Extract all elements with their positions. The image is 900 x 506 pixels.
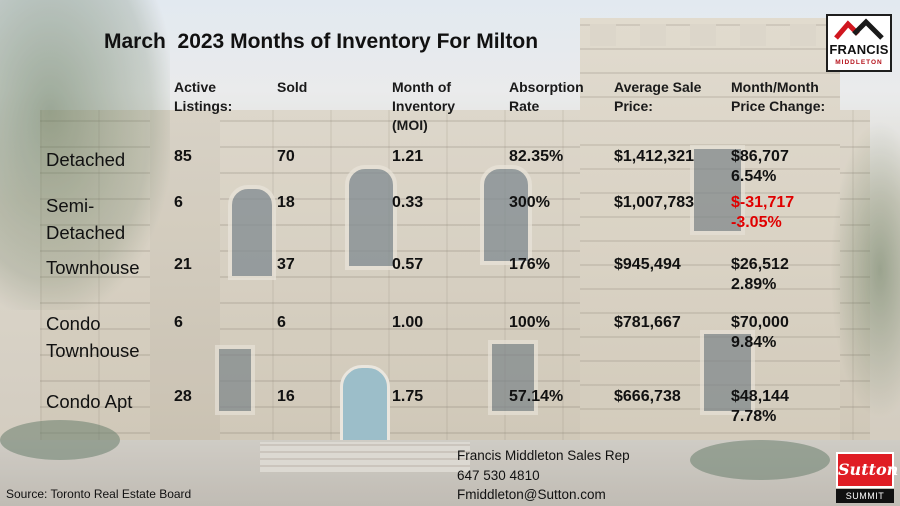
cell-moi: 1.00 [392, 314, 424, 331]
logo-subtitle: MIDDLETON [835, 59, 883, 66]
logo-name: FRANCIS [829, 42, 889, 57]
cell-moi: 0.57 [392, 256, 424, 273]
cell-avg-price: $945,494 [614, 256, 681, 273]
header-absorption-rate: Absorption Rate [509, 79, 584, 114]
contact-block: Francis Middleton Sales Rep 647 530 4810… [457, 446, 630, 505]
cell-sold: 16 [277, 388, 295, 405]
cell-absorption: 100% [509, 314, 550, 331]
tree-right [830, 120, 900, 420]
cell-moi: 1.21 [392, 148, 424, 165]
row-label-condo-townhouse: Condo Townhouse [46, 313, 140, 361]
header-moi: Month of Inventory (MOI) [392, 79, 456, 133]
contact-phone: 647 530 4810 [457, 467, 540, 483]
row-label-townhouse: Townhouse [46, 257, 140, 278]
house-roof-icon [834, 18, 884, 40]
cell-absorption: 176% [509, 256, 550, 273]
cell-sold: 70 [277, 148, 295, 165]
cell-sold: 37 [277, 256, 295, 273]
source-note: Source: Toronto Real Estate Board [6, 487, 192, 501]
header-sold: Sold [277, 79, 308, 95]
header-active-listings: Active Listings: [174, 79, 233, 114]
sutton-brand-sub: SUMMIT [836, 489, 894, 503]
sutton-logo: Sutton SUMMIT [836, 452, 898, 504]
cell-absorption: 82.35% [509, 148, 564, 165]
row-label-semi-detached: Semi- Detached [46, 195, 126, 243]
page-title: March 2023 Months of Inventory For Milto… [104, 30, 539, 53]
cell-price-change: $26,512 2.89% [731, 256, 789, 293]
contact-email: Fmiddleton@Sutton.com [457, 487, 606, 502]
header-price-change: Month/Month Price Change: [731, 79, 826, 114]
cell-absorption: 300% [509, 194, 550, 211]
contact-name: Francis Middleton Sales Rep [457, 448, 630, 463]
cell-moi: 0.33 [392, 194, 424, 211]
cell-sold: 6 [277, 314, 286, 331]
tree-left [0, 0, 170, 310]
cell-price-change-negative: $-31,717 -3.05% [731, 194, 795, 231]
cell-active: 85 [174, 148, 192, 165]
header-average-sale-price: Average Sale Price: [614, 79, 702, 114]
cell-active: 28 [174, 388, 192, 405]
cell-avg-price: $1,007,783 [614, 194, 695, 211]
front-steps [260, 442, 470, 472]
cell-price-change: $86,707 6.54% [731, 148, 789, 185]
cell-avg-price: $666,738 [614, 388, 681, 405]
row-label-condo-apt: Condo Apt [46, 391, 133, 412]
francis-middleton-logo: FRANCIS MIDDLETON [826, 14, 892, 72]
cell-active: 21 [174, 256, 192, 273]
cell-avg-price: $781,667 [614, 314, 681, 331]
row-label-detached: Detached [46, 149, 126, 170]
cell-active: 6 [174, 194, 183, 211]
cell-active: 6 [174, 314, 183, 331]
cell-sold: 18 [277, 194, 295, 211]
cell-absorption: 57.14% [509, 388, 564, 405]
cell-moi: 1.75 [392, 388, 424, 405]
cell-price-change: $48,144 7.78% [731, 388, 789, 425]
cell-avg-price: $1,412,321 [614, 148, 695, 165]
cell-price-change: $70,000 9.84% [731, 314, 789, 351]
sutton-brand-name: Sutton [836, 452, 898, 488]
